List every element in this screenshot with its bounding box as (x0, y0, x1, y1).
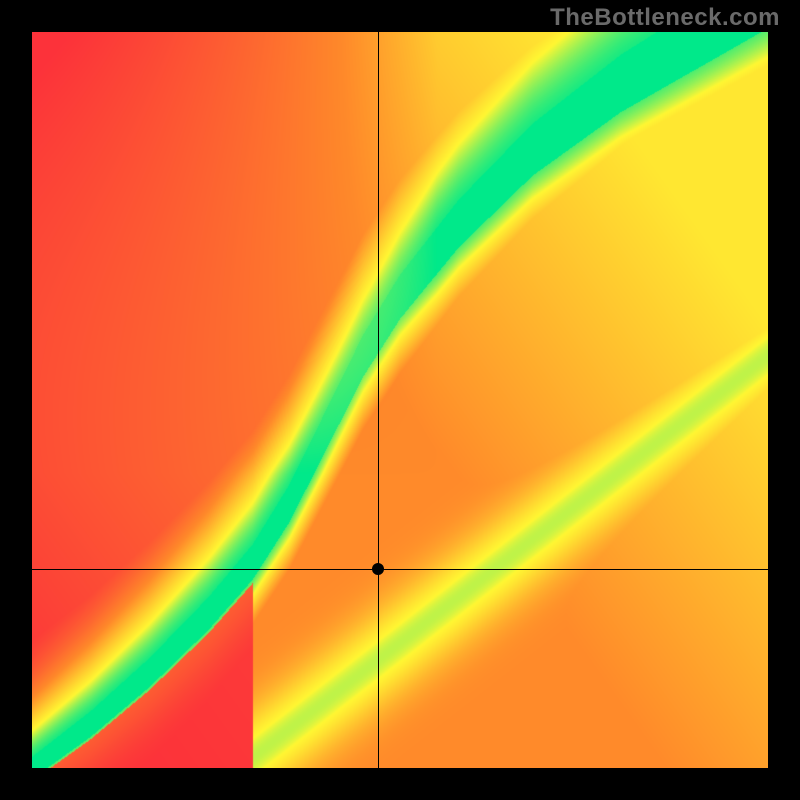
marker-dot (372, 563, 384, 575)
crosshair-horizontal (32, 569, 768, 570)
watermark-text: TheBottleneck.com (550, 4, 780, 32)
crosshair-vertical (378, 32, 379, 768)
chart-container: TheBottleneck.com (0, 0, 800, 800)
heatmap-canvas (32, 32, 768, 768)
plot-area (32, 32, 768, 768)
